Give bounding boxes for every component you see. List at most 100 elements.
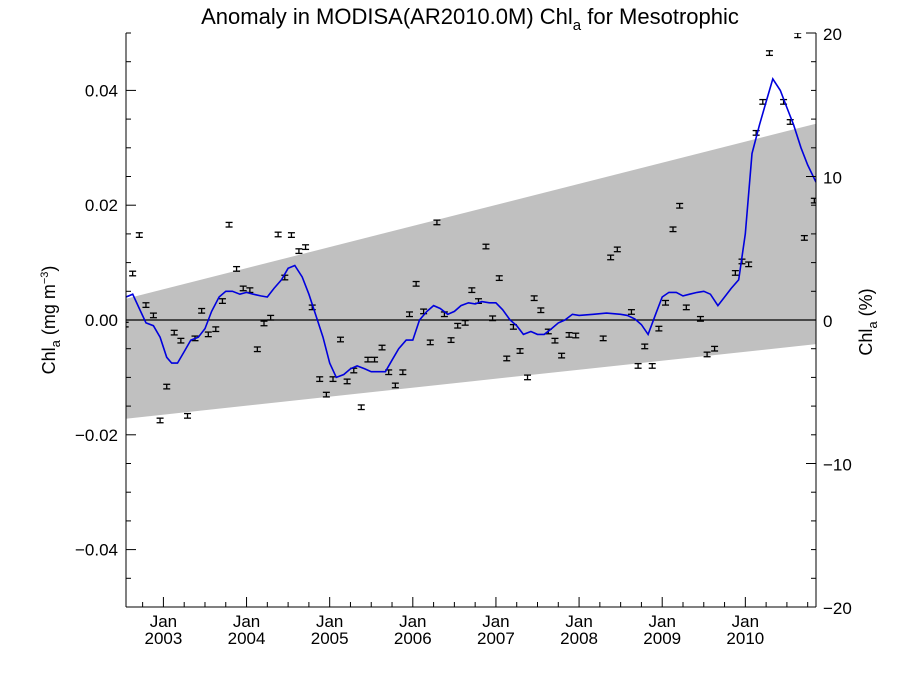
data-point [648, 362, 656, 369]
x-tick-label-year: 2003 [144, 629, 182, 648]
data-point [607, 254, 615, 261]
data-point [239, 285, 247, 292]
chart-title: Anomaly in MODISA(AR2010.0M) Chla for Me… [201, 4, 739, 34]
data-point [599, 335, 607, 342]
data-point [399, 369, 407, 376]
data-point [142, 302, 150, 309]
data-point [468, 287, 476, 294]
data-point [405, 311, 413, 318]
y-tick-label-left: 0.04 [85, 81, 118, 100]
y-tick-label-right: −10 [823, 456, 852, 475]
data-point [184, 412, 192, 419]
x-tick-label-year: 2010 [726, 629, 764, 648]
data-point [810, 197, 816, 204]
y-tick-label-left: 0.02 [85, 196, 118, 215]
data-point [433, 219, 441, 226]
data-point [662, 299, 670, 306]
x-tick-label-year: 2004 [228, 629, 266, 648]
data-point [149, 312, 157, 319]
x-tick-label-month: Jan [233, 612, 260, 631]
data-point [765, 50, 773, 57]
data-point [218, 298, 226, 305]
x-tick-label-year: 2008 [560, 629, 598, 648]
data-point [537, 307, 545, 314]
x-tick-label-month: Jan [732, 612, 759, 631]
data-point [731, 269, 739, 276]
x-tick-label-month: Jan [150, 612, 177, 631]
data-point [613, 246, 621, 253]
data-point [524, 374, 532, 381]
x-tick-label-year: 2009 [643, 629, 681, 648]
data-point [129, 270, 137, 277]
y-tick-label-left: −0.04 [75, 541, 118, 560]
data-point [233, 265, 241, 272]
confidence-band [126, 123, 816, 419]
x-tick-label-month: Jan [482, 612, 509, 631]
data-point [454, 322, 462, 329]
data-point [482, 243, 490, 250]
data-point [274, 231, 282, 238]
data-point [503, 355, 511, 362]
data-point [316, 376, 324, 383]
y-axis-label-left: Chla (mg m−3) [39, 266, 63, 375]
confidence-band-layer [126, 123, 816, 419]
data-point [703, 351, 711, 358]
data-point [711, 345, 719, 352]
data-point [364, 356, 372, 363]
data-point [447, 337, 455, 344]
data-point [461, 319, 469, 326]
data-point [634, 362, 642, 369]
data-point [489, 315, 497, 322]
y-tick-label-right: 10 [823, 169, 842, 188]
data-point [170, 329, 178, 336]
data-point [558, 352, 566, 359]
x-tick-label-year: 2005 [311, 629, 349, 648]
y-axis-label-right: Chla (%) [856, 288, 880, 355]
x-tick-label-month: Jan [648, 612, 675, 631]
data-point [253, 346, 261, 353]
data-point [572, 332, 580, 339]
data-point [177, 337, 185, 344]
data-point [225, 221, 233, 228]
data-point [745, 261, 753, 268]
data-point [357, 404, 365, 411]
data-point [676, 202, 684, 209]
axes-layer: 0.040.020.00−0.02−0.0420100−10−20Jan2003… [75, 25, 852, 648]
x-tick-label-year: 2006 [394, 629, 432, 648]
x-tick-label-month: Jan [316, 612, 343, 631]
data-point [627, 309, 635, 315]
data-point [336, 336, 344, 343]
y-tick-label-left: 0.00 [85, 311, 118, 330]
data-point [343, 378, 351, 385]
data-point [135, 232, 143, 238]
data-point [391, 382, 399, 389]
y-tick-label-right: 20 [823, 25, 842, 44]
data-point [551, 337, 559, 344]
data-point [800, 234, 808, 241]
x-tick-label-year: 2007 [477, 629, 515, 648]
data-point [371, 356, 379, 363]
data-point [669, 226, 677, 233]
x-tick-label-month: Jan [565, 612, 592, 631]
data-point [495, 275, 503, 282]
data-point [287, 232, 295, 238]
data-point [156, 417, 164, 424]
data-point [378, 344, 386, 351]
data-point [204, 331, 212, 338]
y-tick-label-right: −20 [823, 599, 852, 618]
data-point [295, 248, 303, 255]
data-point [516, 348, 524, 354]
data-point [655, 325, 663, 332]
data-point [682, 304, 690, 311]
data-point [260, 320, 268, 327]
data-point [198, 307, 206, 314]
data-point [530, 295, 538, 302]
data-point [212, 326, 220, 333]
smooth-line-layer [126, 77, 816, 379]
data-point [696, 315, 704, 322]
data-point [302, 244, 310, 251]
chart-title-subscript: a [573, 17, 582, 34]
smooth-series-line [126, 77, 816, 379]
x-tick-label-month: Jan [399, 612, 426, 631]
